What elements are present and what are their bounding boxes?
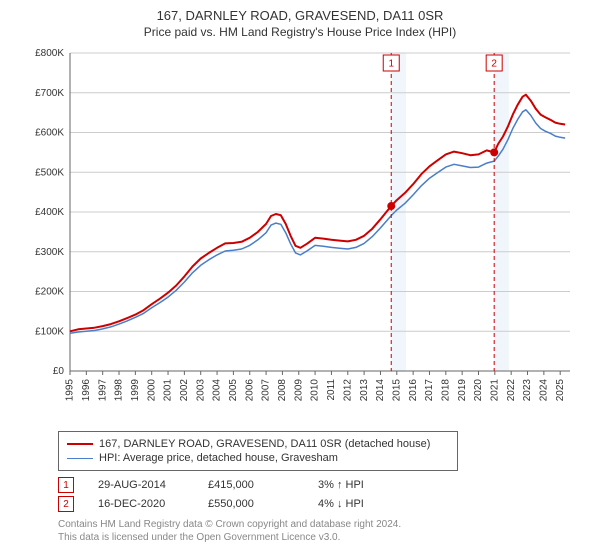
data-price: £415,000 xyxy=(208,479,294,491)
svg-text:2003: 2003 xyxy=(195,379,206,402)
legend-row: HPI: Average price, detached house, Grav… xyxy=(67,452,449,464)
svg-text:2018: 2018 xyxy=(440,379,451,402)
legend-text: HPI: Average price, detached house, Grav… xyxy=(99,452,338,464)
svg-text:2015: 2015 xyxy=(391,379,402,402)
chart-container: 167, DARNLEY ROAD, GRAVESEND, DA11 0SR P… xyxy=(0,0,600,560)
legend-row: 167, DARNLEY ROAD, GRAVESEND, DA11 0SR (… xyxy=(67,438,449,450)
svg-text:2008: 2008 xyxy=(277,379,288,402)
svg-text:£200K: £200K xyxy=(35,287,64,298)
marker-badge: 1 xyxy=(58,477,74,493)
data-row: 1 29-AUG-2014 £415,000 3% ↑ HPI xyxy=(58,477,584,493)
svg-text:1996: 1996 xyxy=(81,379,92,402)
data-row: 2 16-DEC-2020 £550,000 4% ↓ HPI xyxy=(58,496,584,512)
svg-text:2012: 2012 xyxy=(342,379,353,402)
legend: 167, DARNLEY ROAD, GRAVESEND, DA11 0SR (… xyxy=(58,431,458,471)
svg-text:1: 1 xyxy=(388,59,394,70)
svg-text:2022: 2022 xyxy=(506,379,517,402)
svg-text:2000: 2000 xyxy=(146,379,157,402)
svg-text:2011: 2011 xyxy=(326,379,337,401)
chart-plot-area: £0 £100K £200K £300K £400K £500K £600K £700K £80… xyxy=(20,45,580,425)
svg-text:2: 2 xyxy=(491,59,497,70)
chart-subtitle: Price paid vs. HM Land Registry's House … xyxy=(16,25,584,39)
legend-text: 167, DARNLEY ROAD, GRAVESEND, DA11 0SR (… xyxy=(99,438,430,450)
svg-text:£500K: £500K xyxy=(35,167,64,178)
data-date: 16-DEC-2020 xyxy=(98,498,184,510)
svg-text:1998: 1998 xyxy=(114,379,125,402)
svg-text:2002: 2002 xyxy=(179,379,190,402)
svg-text:2010: 2010 xyxy=(310,379,321,402)
data-delta: 3% ↑ HPI xyxy=(318,479,404,491)
legend-swatch xyxy=(67,458,93,459)
svg-text:2016: 2016 xyxy=(408,379,419,402)
data-point-table: 1 29-AUG-2014 £415,000 3% ↑ HPI 2 16-DEC… xyxy=(58,477,584,512)
svg-text:2024: 2024 xyxy=(538,379,549,402)
svg-text:2020: 2020 xyxy=(473,379,484,402)
svg-text:1999: 1999 xyxy=(130,379,141,402)
legend-swatch xyxy=(67,443,93,445)
svg-text:£300K: £300K xyxy=(35,247,64,258)
chart-svg: £0 £100K £200K £300K £400K £500K £600K £700K £80… xyxy=(20,45,580,425)
svg-text:1997: 1997 xyxy=(97,379,108,402)
svg-text:£100K: £100K xyxy=(35,326,64,337)
svg-text:2009: 2009 xyxy=(293,379,304,402)
footer: Contains HM Land Registry data © Crown c… xyxy=(58,518,584,544)
svg-text:£800K: £800K xyxy=(35,48,64,59)
svg-text:1995: 1995 xyxy=(65,379,76,402)
svg-text:2023: 2023 xyxy=(522,379,533,402)
svg-text:2004: 2004 xyxy=(212,379,223,402)
svg-text:2007: 2007 xyxy=(261,379,272,402)
data-price: £550,000 xyxy=(208,498,294,510)
footer-line: This data is licensed under the Open Gov… xyxy=(58,531,584,544)
svg-text:2001: 2001 xyxy=(163,379,174,402)
svg-text:2021: 2021 xyxy=(489,379,500,402)
footer-line: Contains HM Land Registry data © Crown c… xyxy=(58,518,584,531)
svg-text:2025: 2025 xyxy=(555,379,566,402)
svg-text:2014: 2014 xyxy=(375,379,386,402)
svg-text:£0: £0 xyxy=(53,366,65,377)
svg-text:2017: 2017 xyxy=(424,379,435,402)
data-date: 29-AUG-2014 xyxy=(98,479,184,491)
svg-text:£700K: £700K xyxy=(35,88,64,99)
svg-text:2019: 2019 xyxy=(457,379,468,402)
chart-title: 167, DARNLEY ROAD, GRAVESEND, DA11 0SR xyxy=(16,8,584,23)
data-delta: 4% ↓ HPI xyxy=(318,498,404,510)
svg-text:2013: 2013 xyxy=(359,379,370,402)
svg-text:2005: 2005 xyxy=(228,379,239,402)
svg-text:£600K: £600K xyxy=(35,128,64,139)
svg-text:£400K: £400K xyxy=(35,207,64,218)
marker-badge: 2 xyxy=(58,496,74,512)
svg-text:2006: 2006 xyxy=(244,379,255,402)
